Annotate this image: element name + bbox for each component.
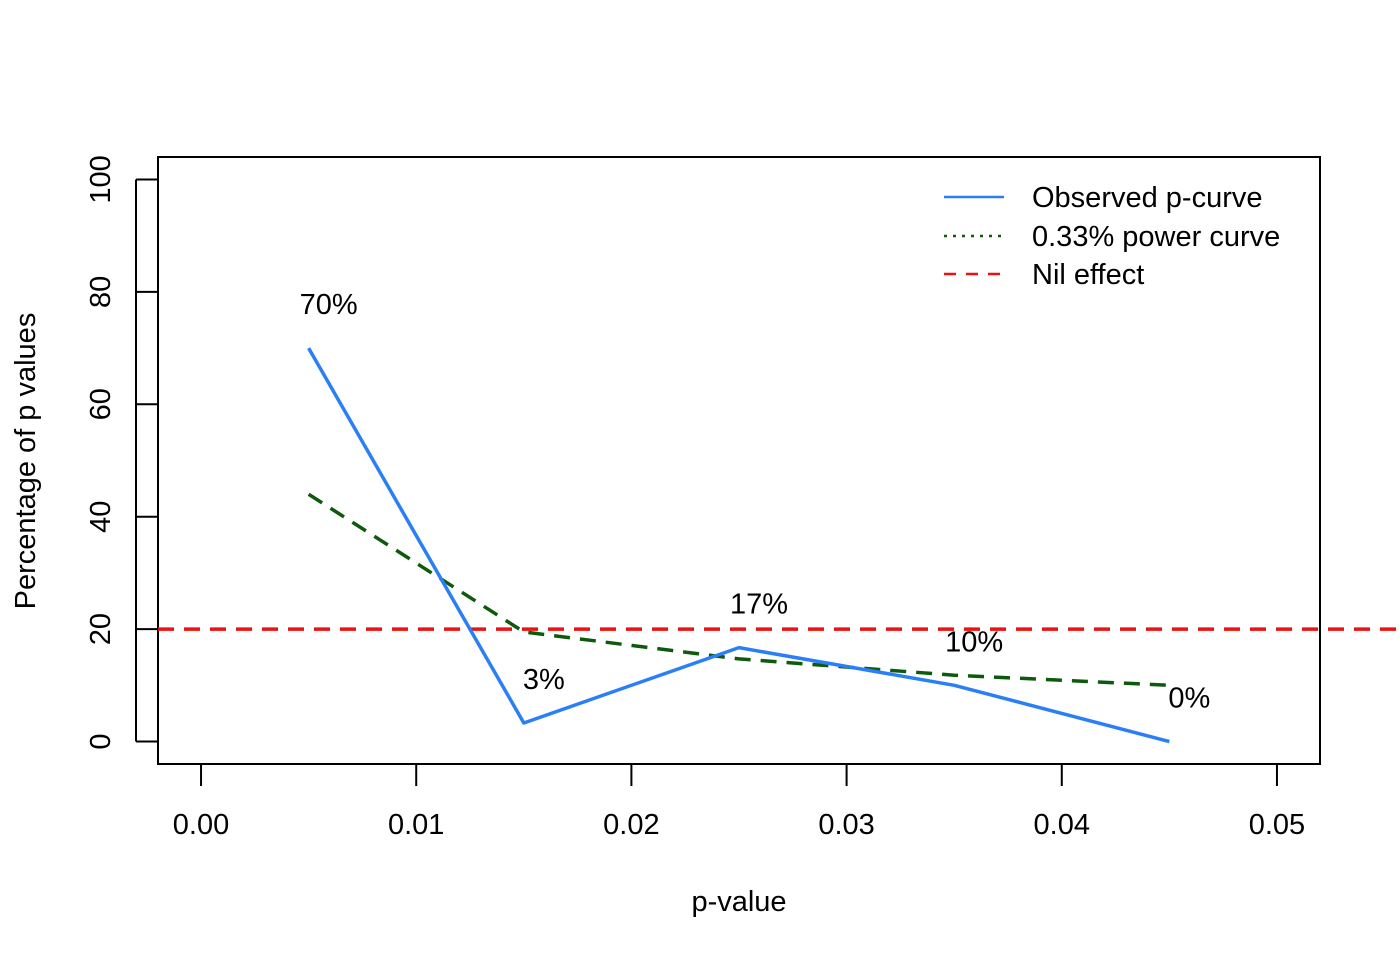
- y-axis-label: Percentage of p values: [10, 313, 42, 610]
- data-labels: 70% 3% 17% 10% 0%: [300, 289, 1211, 714]
- data-label: 70%: [300, 289, 358, 321]
- series-layer: [158, 347, 1400, 744]
- x-tick-label: 0.03: [818, 809, 874, 841]
- x-tick-label: 0.04: [1034, 809, 1090, 841]
- power-curve-line: [307, 492, 1170, 688]
- y-tick-label: 40: [85, 501, 117, 533]
- x-tick-label: 0.00: [173, 809, 229, 841]
- y-tick-label: 100: [85, 155, 117, 203]
- legend-label-observed: Observed p-curve: [1032, 182, 1263, 214]
- y-tick-label: 80: [85, 276, 117, 308]
- data-label: 3%: [523, 664, 565, 696]
- y-axis: 0 20 40 60 80 100: [85, 155, 158, 750]
- data-label: 10%: [945, 626, 1003, 658]
- legend-label-nil-effect: Nil effect: [1032, 259, 1144, 291]
- y-tick-label: 20: [85, 613, 117, 645]
- data-label: 17%: [730, 589, 788, 621]
- x-axis: 0.00 0.01 0.02 0.03 0.04 0.05: [173, 763, 1305, 841]
- y-tick-label: 0: [85, 733, 117, 749]
- y-tick-label: 60: [85, 388, 117, 420]
- x-tick-label: 0.02: [603, 809, 659, 841]
- legend-label-power-curve: 0.33% power curve: [1032, 221, 1280, 253]
- legend: Observed p-curve 0.33% power curve Nil e…: [944, 182, 1280, 291]
- x-tick-label: 0.01: [388, 809, 444, 841]
- observed-p-curve-line: [307, 347, 1170, 744]
- data-label: 0%: [1168, 683, 1210, 715]
- x-tick-label: 0.05: [1249, 809, 1305, 841]
- x-axis-label: p-value: [691, 886, 786, 918]
